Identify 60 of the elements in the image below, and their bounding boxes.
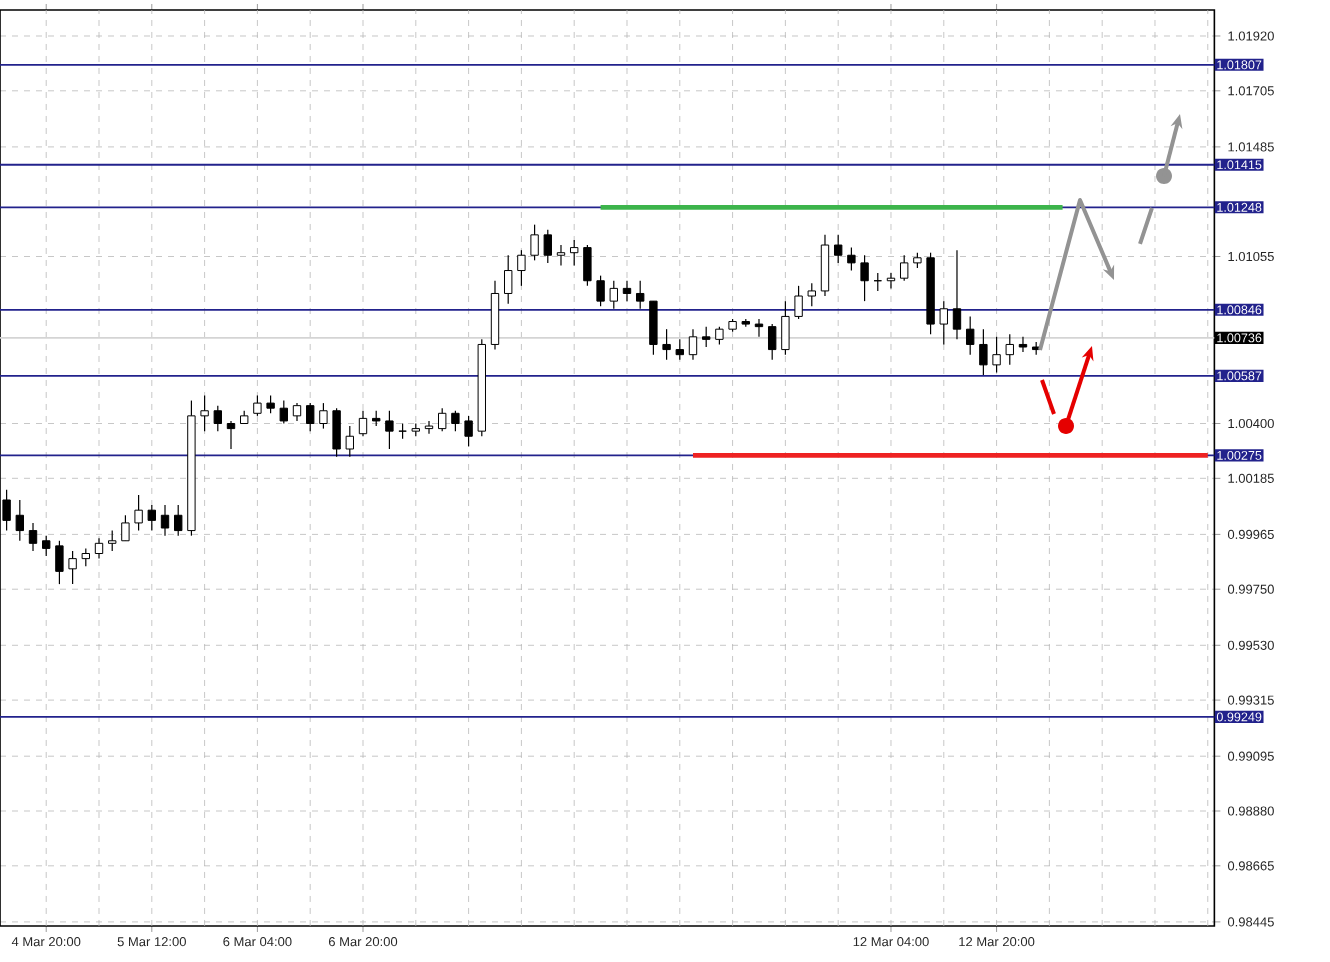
candlestick	[108, 529, 117, 552]
candlestick	[860, 254, 869, 302]
candlestick	[636, 280, 645, 310]
candlestick	[596, 275, 605, 307]
candlestick	[701, 326, 711, 348]
candlestick	[160, 504, 170, 537]
candlestick	[15, 499, 25, 542]
candlestick	[939, 300, 948, 346]
candlestick	[781, 300, 790, 356]
candlestick	[833, 234, 843, 264]
candlestick	[847, 246, 856, 272]
candlestick	[279, 399, 288, 425]
candlestick	[517, 249, 526, 287]
candlestick	[1005, 333, 1014, 366]
candlestick	[1018, 336, 1028, 353]
candlestick	[583, 244, 592, 287]
candlestick	[675, 338, 684, 361]
candlestick	[952, 249, 962, 340]
candlestick	[438, 407, 447, 432]
candlestick	[226, 420, 236, 450]
candlestick	[55, 540, 64, 585]
candlestick	[358, 410, 368, 437]
candlestick	[385, 410, 394, 450]
candlestick	[345, 425, 354, 458]
candlestick	[556, 244, 566, 267]
candlestick	[543, 229, 552, 264]
candlestick	[570, 239, 579, 267]
candlestick	[688, 328, 698, 361]
candlestick	[820, 234, 830, 297]
candlestick	[992, 336, 1001, 374]
candlestick	[319, 402, 328, 430]
candlestick	[530, 224, 539, 261]
candlestick	[649, 300, 658, 356]
candlestick	[768, 323, 777, 361]
candlestick	[200, 394, 209, 432]
candlestick	[899, 254, 909, 282]
candlestick	[754, 318, 764, 338]
candlestick	[121, 514, 130, 542]
candlestick	[451, 410, 460, 432]
candlestick	[134, 494, 143, 532]
candlestick	[306, 402, 315, 432]
candlestick	[94, 537, 104, 560]
candlestick	[609, 280, 618, 310]
candlestick	[807, 282, 816, 307]
candlestick	[464, 415, 473, 448]
candlestick	[424, 420, 434, 435]
candlestick	[662, 328, 671, 361]
candlestick	[253, 394, 262, 417]
candlestick	[332, 407, 341, 458]
candlestick	[965, 315, 975, 356]
candlestick	[504, 254, 513, 305]
candlestick	[794, 285, 803, 320]
candlestick	[42, 535, 51, 557]
candlestick	[68, 550, 77, 585]
candlestick	[147, 504, 156, 532]
candlestick	[28, 522, 38, 552]
candlestick	[213, 405, 222, 432]
candlestick	[174, 504, 183, 537]
candlestick	[622, 280, 632, 302]
candlestick	[979, 328, 988, 376]
